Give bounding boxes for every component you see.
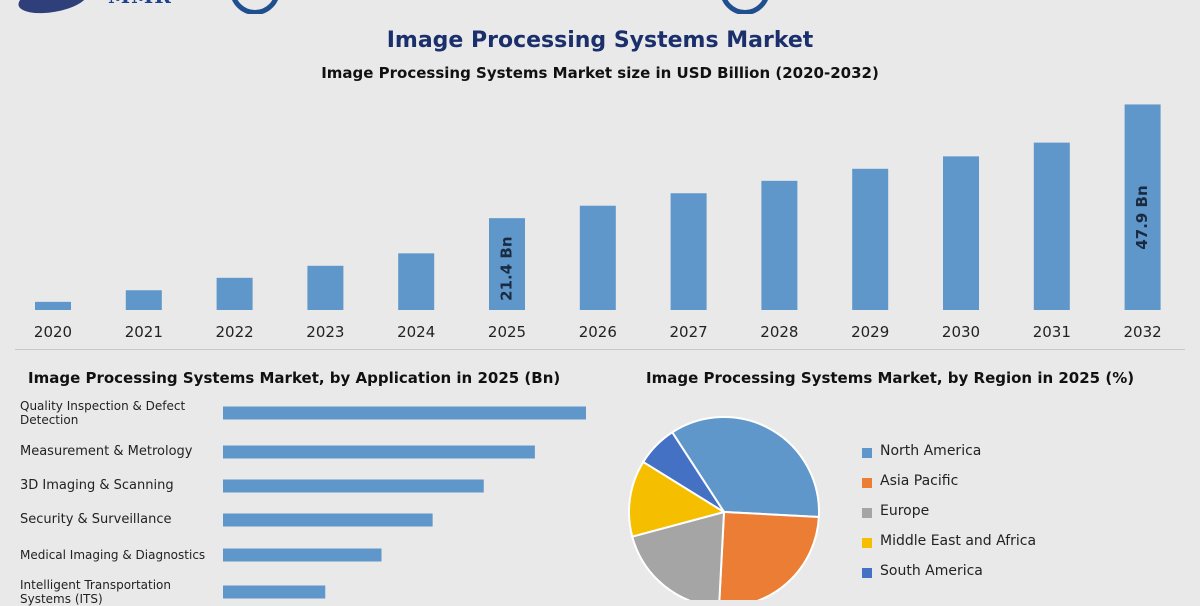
application-label: 3D Imaging & Scanning: [20, 478, 174, 493]
bar-2027: [670, 193, 707, 310]
legend-label: South America: [880, 563, 983, 579]
bar-2024: [398, 253, 435, 310]
pie-slice: [631, 510, 726, 600]
bar-2025: [489, 218, 525, 310]
x-tick-label: 2024: [397, 323, 435, 341]
x-tick-label: 2028: [760, 323, 798, 341]
application-chart-title: Image Processing Systems Market, by Appl…: [28, 369, 561, 387]
x-tick-label: 2031: [1033, 323, 1071, 341]
x-tick-label: 2021: [125, 323, 163, 341]
application-label: Security & Surveillance: [20, 512, 172, 527]
x-tick-label: 2032: [1124, 323, 1162, 341]
legend-label: Asia Pacific: [880, 473, 959, 489]
application-bar: [223, 406, 586, 420]
x-tick-label: 2022: [216, 323, 254, 341]
pie-slice: [641, 430, 725, 513]
bar-2032: [1124, 104, 1161, 310]
legend-swatch: [862, 448, 872, 458]
x-tick-label: 2029: [851, 323, 889, 341]
bar-2022: [216, 277, 253, 310]
bar-2021: [125, 290, 162, 310]
section-divider: [15, 349, 1185, 350]
header-circle-icon: [230, 0, 280, 14]
x-tick-label: 2020: [34, 323, 72, 341]
legend-label: Middle East and Africa: [880, 533, 1037, 549]
top-strip: MMR: [0, 0, 1200, 14]
region-chart-title: Image Processing Systems Market, by Regi…: [646, 369, 1135, 387]
x-tick-label: 2027: [670, 323, 708, 341]
data-label-2025: 21.4 Bn: [498, 236, 516, 300]
bar-2023: [307, 265, 344, 310]
application-label: Medical Imaging & Diagnostics: [20, 548, 206, 562]
application-bar: [223, 513, 433, 527]
pie-slice: [628, 460, 727, 538]
bar-2028: [761, 180, 798, 310]
application-bar: [223, 585, 326, 599]
application-label: Quality Inspection & Defect Detection: [20, 399, 186, 427]
region-pie-chart: [628, 416, 820, 600]
legend-swatch: [862, 568, 872, 578]
legend-swatch: [862, 478, 872, 488]
bar-2029: [852, 168, 889, 310]
legend-swatch: [862, 538, 872, 548]
pie-slice: [718, 510, 820, 600]
logo-text: MMR: [108, 0, 172, 8]
bar-2031: [1033, 142, 1070, 310]
application-label: Intelligent Transportation Systems (ITS): [20, 578, 172, 606]
legend-swatch: [862, 508, 872, 518]
header-circle-icon: [720, 0, 770, 14]
application-bar: [223, 548, 382, 562]
application-bar: [223, 445, 535, 459]
legend-label: Europe: [880, 503, 930, 519]
bar-2030: [943, 156, 979, 310]
chart-subtitle: Image Processing Systems Market size in …: [321, 64, 879, 82]
application-label: Measurement & Metrology: [20, 444, 193, 459]
x-tick-label: 2025: [488, 323, 526, 341]
market-size-bar-chart: 2020 2021 2022 2023 2024 2025 21.4 Bn 2026 2027 2…: [34, 104, 1162, 341]
application-bars: [223, 406, 586, 599]
data-label-2032: 47.9 Bn: [1133, 185, 1151, 249]
application-bar: [223, 479, 484, 493]
chart-title: Image Processing Systems Market: [386, 28, 814, 53]
x-tick-label: 2030: [942, 323, 980, 341]
bar-2020: [35, 301, 71, 310]
logo-globe-icon: [16, 0, 90, 14]
pie-slice: [670, 416, 820, 519]
legend-label: North America: [880, 443, 982, 459]
brand-logo: MMR: [16, 0, 188, 14]
x-tick-label: 2023: [306, 323, 344, 341]
bar-2026: [579, 205, 616, 310]
x-tick-label: 2026: [579, 323, 617, 341]
application-bar-chart: Quality Inspection & Defect Detection Mea…: [0, 395, 600, 606]
